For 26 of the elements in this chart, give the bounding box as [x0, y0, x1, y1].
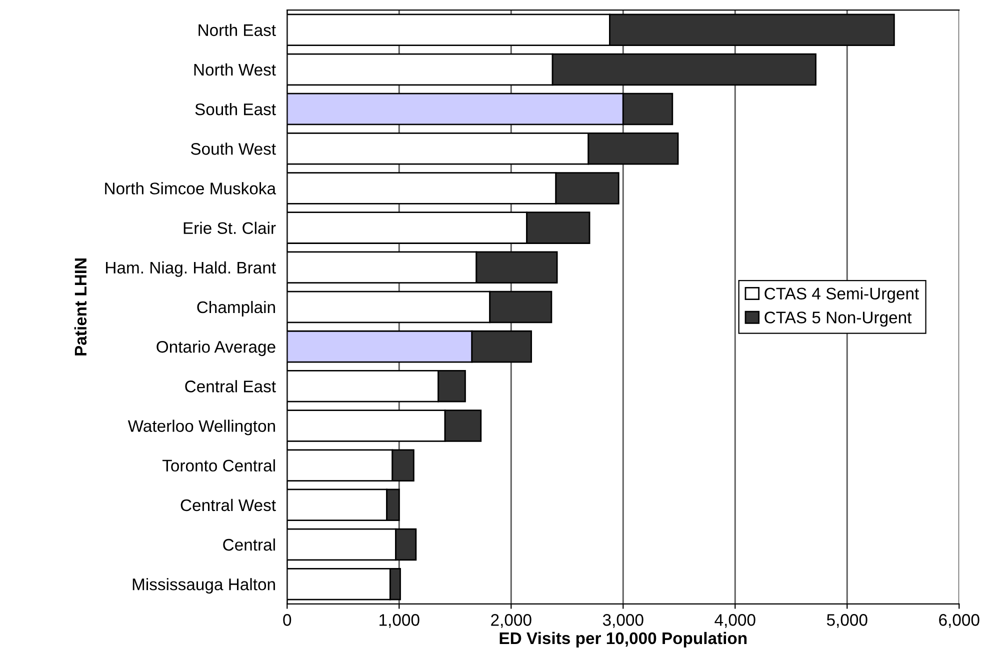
y-tick-label: South West	[190, 142, 276, 155]
x-tick-label: 1,000	[380, 614, 420, 628]
y-axis-title: Patient LHIN	[74, 258, 87, 356]
y-tick-label: Central East	[185, 380, 276, 392]
x-axis-title: ED Visits per 10,000 Population	[500, 632, 747, 648]
y-tick-label: Erie St. Clair	[184, 222, 276, 234]
legend-label: CTAS 4 Semi-Urgent	[764, 287, 919, 303]
y-tick-label: Champlain	[197, 300, 275, 316]
y-tick-label: Central West	[180, 498, 276, 512]
y-tick-label: South East	[195, 103, 276, 116]
y-tick-label: Ontario Average	[156, 340, 276, 356]
y-tick-label: Toronto Central	[162, 459, 275, 472]
legend-label: CTAS 5 Non-Urgent	[764, 312, 912, 327]
x-tick-label: 5,000	[826, 614, 868, 628]
y-tick-label: North East	[198, 24, 276, 36]
y-tick-label: Central	[223, 538, 275, 551]
x-tick-label: 4,000	[714, 614, 756, 628]
y-tick-label: Mississauga Halton	[132, 578, 275, 594]
y-tick-label: Ham. Niag. Hald. Brant	[106, 261, 276, 277]
y-tick-label: North Simcoe Muskoka	[105, 182, 276, 194]
x-tick-label: 6,000	[939, 614, 980, 628]
x-tick-label: 3,000	[602, 614, 644, 628]
x-tick-label: 2,000	[491, 614, 532, 628]
y-tick-label: Waterloo Wellington	[128, 420, 275, 436]
y-tick-label: North West	[194, 63, 276, 76]
x-tick-label: 0	[283, 614, 292, 626]
